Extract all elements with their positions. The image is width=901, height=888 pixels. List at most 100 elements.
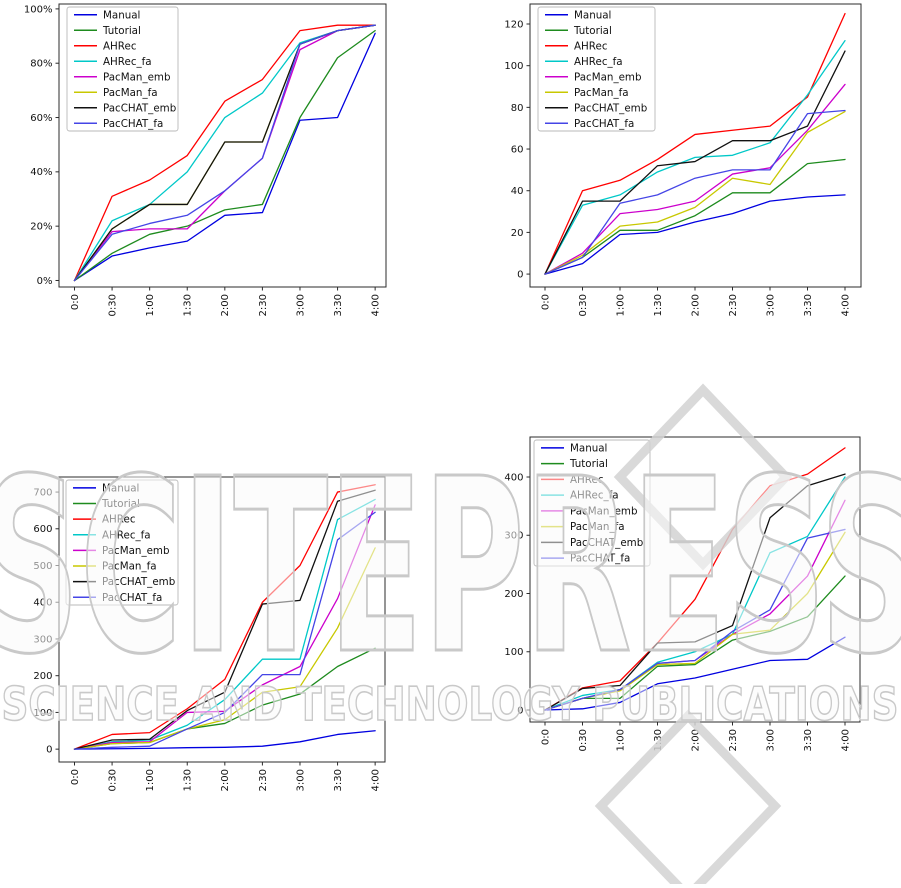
x-tick-label: 0:0 [540, 729, 551, 745]
legend-item-PacCHAT_fa: PacCHAT_fa [545, 118, 634, 130]
y-tick-label: 60% [30, 113, 52, 124]
x-tick-label: 3:30 [803, 294, 814, 316]
x-tick-label: 3:30 [803, 729, 814, 751]
legend-label: PacCHAT_fa [574, 118, 634, 130]
x-tick-label: 2:00 [690, 729, 701, 751]
y-tick-label: 40% [30, 167, 52, 178]
x-tick-label: 1:00 [145, 769, 156, 791]
legend-label: AHRec_fa [574, 56, 623, 68]
y-tick-label: 400 [504, 472, 523, 483]
legend-label: AHRec [102, 514, 136, 526]
x-tick-label: 2:00 [220, 294, 231, 316]
chart-top-left: 0% 20% 40% 60% 80% 100% 0:0 0:30 1:00 1:30 2:00 2:3… [24, 3, 387, 316]
y-tick-label: 300 [504, 531, 523, 542]
legend-top-left: Manual Tutorial AHRec AHRec_fa PacMan_emb Pac… [66, 6, 179, 132]
legend-label: Manual [574, 9, 611, 21]
x-tick-label: 0:30 [578, 294, 589, 316]
y-tick-label: 60 [511, 144, 524, 155]
y-tick-label: 80 [511, 103, 524, 114]
legend-label: Tutorial [102, 25, 141, 37]
legend-item-PacMan_fa: PacMan_fa [541, 521, 625, 533]
y-tick-label: 0 [517, 705, 523, 716]
legend-label: AHRec_fa [102, 529, 151, 541]
legend-item-AHRec: AHRec [545, 40, 608, 52]
series-line-Tutorial [544, 158, 846, 275]
series-line-Manual [544, 636, 846, 711]
series-line-AHRec [73, 484, 376, 750]
legend-label: Manual [570, 442, 607, 454]
legend-label: PacCHAT_emb [574, 102, 647, 114]
legend-item-PacCHAT_emb: PacCHAT_emb [73, 576, 175, 588]
legend-label: Tutorial [573, 25, 612, 37]
series-line-Tutorial [73, 29, 376, 282]
legend-item-Tutorial: Tutorial [541, 458, 608, 470]
legend-item-PacCHAT_fa: PacCHAT_fa [73, 592, 162, 604]
x-tick-label: 2:00 [690, 294, 701, 316]
x-tick-label: 3:30 [333, 294, 344, 316]
legend-item-PacMan_emb: PacMan_emb [73, 545, 170, 557]
x-tick-label: 1:30 [653, 729, 664, 751]
x-tick-label: 2:30 [258, 294, 269, 316]
x-tick-label: 1:00 [145, 294, 156, 316]
legend-item-Tutorial: Tutorial [73, 498, 140, 510]
legend-item-PacMan_fa: PacMan_fa [73, 561, 157, 573]
y-tick-label: 700 [33, 487, 52, 498]
legend-item-PacMan_emb: PacMan_emb [545, 71, 642, 83]
y-tick-label: 20% [30, 222, 52, 233]
x-tick-label: 0:0 [70, 294, 81, 310]
series-line-AHRec [544, 447, 846, 711]
legend-box [66, 6, 179, 132]
legend-item-PacCHAT_fa: PacCHAT_fa [74, 118, 163, 130]
x-tick-label: 0:30 [578, 729, 589, 751]
legend-item-AHRec_fa: AHRec_fa [74, 56, 152, 68]
x-tick-label: 2:30 [728, 729, 739, 751]
x-tick-label: 0:0 [70, 769, 81, 785]
series-line-Manual [544, 194, 846, 275]
x-tick-label: 4:00 [840, 729, 851, 751]
y-tick-label: 20 [511, 228, 524, 239]
legend-label: AHRec [570, 474, 604, 486]
series-line-Tutorial [544, 575, 846, 711]
legend-label: PacCHAT_emb [103, 102, 176, 114]
legend-box [65, 479, 179, 606]
series-line-AHRec_fa [544, 476, 846, 711]
series-line-AHRec [73, 24, 376, 282]
series-line-PacMan_emb [73, 504, 376, 750]
x-tick-label: 1:00 [615, 729, 626, 751]
y-tick-label: 200 [504, 589, 523, 600]
y-tick-label: 400 [33, 598, 52, 609]
y-tick-label: 0% [37, 276, 53, 287]
legend-item-PacCHAT_emb: PacCHAT_emb [545, 102, 647, 114]
series-line-AHRec_fa [544, 40, 846, 275]
legend-label: Manual [103, 9, 140, 21]
x-tick-label: 1:30 [653, 294, 664, 316]
x-tick-label: 3:00 [765, 294, 776, 316]
legend-label: PacCHAT_fa [102, 592, 162, 604]
series-line-PacMan_fa [544, 110, 846, 275]
y-tick-label: 40 [511, 186, 524, 197]
legend-label: PacCHAT_fa [103, 118, 163, 130]
x-tick-label: 3:30 [333, 769, 344, 791]
legend-label: Tutorial [101, 498, 140, 510]
legend-item-Tutorial: Tutorial [545, 25, 612, 37]
x-tick-label: 3:00 [765, 729, 776, 751]
legend-label: PacMan_emb [574, 71, 642, 83]
legend-item-PacMan_emb: PacMan_emb [74, 71, 171, 83]
legend-label: Tutorial [569, 458, 608, 470]
series-line-AHRec_fa [73, 498, 376, 750]
legend-item-PacMan_fa: PacMan_fa [74, 87, 158, 99]
legend-item-AHRec_fa: AHRec_fa [541, 490, 619, 502]
y-tick-label: 500 [33, 561, 52, 572]
legend-item-PacCHAT_emb: PacCHAT_emb [74, 102, 176, 114]
series-line-Manual [73, 730, 376, 750]
x-tick-label: 1:30 [183, 769, 194, 791]
x-tick-label: 0:30 [107, 294, 118, 316]
legend-label: PacMan_emb [103, 71, 171, 83]
x-tick-label: 2:30 [728, 294, 739, 316]
legend-label: PacMan_emb [102, 545, 170, 557]
x-tick-label: 1:30 [183, 294, 194, 316]
y-tick-label: 0 [46, 745, 52, 756]
legend-item-Tutorial: Tutorial [74, 25, 141, 37]
